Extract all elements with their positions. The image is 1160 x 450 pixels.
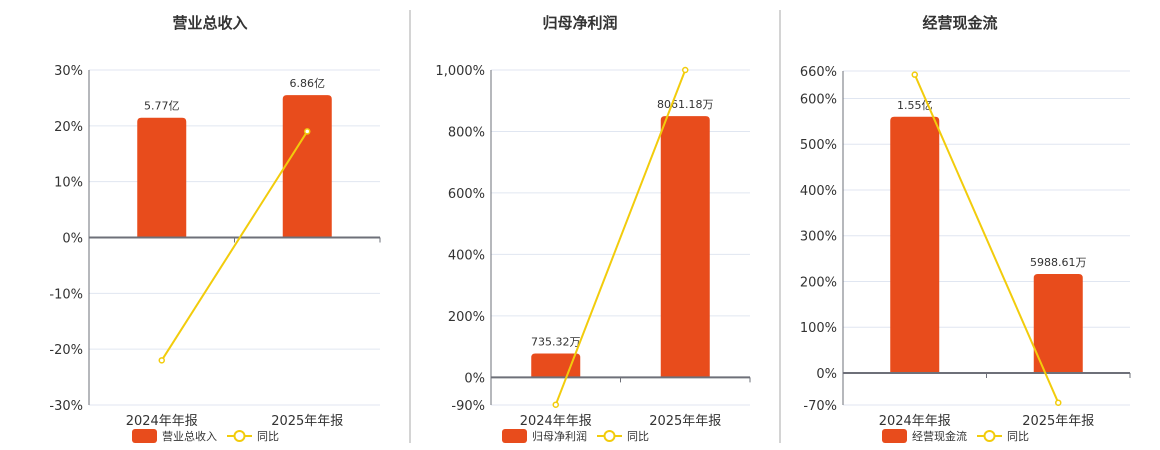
chart-title: 归母净利润 bbox=[542, 14, 617, 32]
chart-1: 营业总收入 30% 20% 10% 0% -10% -20% -30% 5.77亿 2024年年报… bbox=[49, 14, 381, 443]
y-tick-label: -30% bbox=[49, 399, 83, 414]
legend-line-marker bbox=[983, 430, 996, 442]
y-tick-label: 100% bbox=[800, 321, 837, 336]
bar-data-label: 5988.61万 bbox=[1030, 256, 1087, 269]
chart-title: 经营现金流 bbox=[922, 14, 997, 32]
yoy-line bbox=[913, 74, 1060, 404]
y-tick-label: 500% bbox=[800, 138, 837, 153]
bar bbox=[890, 116, 940, 373]
legend-line-marker bbox=[233, 430, 246, 442]
bar bbox=[1033, 273, 1083, 373]
legend-bar-label: 归母净利润 bbox=[532, 429, 587, 443]
yoy-line bbox=[160, 130, 309, 361]
legend-bar-label: 经营现金流 bbox=[912, 429, 967, 443]
bar-data-label: 6.86亿 bbox=[290, 77, 326, 90]
x-category-label: 2025年年报 bbox=[271, 414, 343, 429]
y-tick-label: -90% bbox=[451, 399, 485, 414]
y-tick-label: -10% bbox=[49, 287, 83, 302]
legend-line-label: 同比 bbox=[627, 430, 649, 443]
bar-data-label: 735.32万 bbox=[531, 336, 581, 349]
y-tick-label: 0% bbox=[464, 371, 485, 386]
legend-bar-label: 营业总收入 bbox=[162, 429, 217, 443]
bar bbox=[282, 95, 332, 238]
x-category-label: 2025年年报 bbox=[1022, 414, 1094, 429]
y-tick-label: -20% bbox=[49, 343, 83, 358]
y-tick-label: 800% bbox=[448, 125, 485, 140]
yoy-point bbox=[158, 357, 165, 364]
y-tick-label: 0% bbox=[816, 367, 837, 382]
y-tick-label: -70% bbox=[803, 399, 837, 414]
y-tick-label: 20% bbox=[54, 120, 83, 135]
x-category-label: 2024年年报 bbox=[520, 414, 592, 429]
bar-data-label: 5.77亿 bbox=[144, 100, 180, 113]
legend-line-label: 同比 bbox=[257, 430, 279, 443]
chart-3: 经营现金流 660% 600% 500% 400% 300% 200% 100% 0% -70% 1… bbox=[800, 14, 1131, 443]
y-tick-label: 10% bbox=[54, 176, 83, 191]
y-tick-label: 400% bbox=[448, 248, 485, 263]
yoy-point bbox=[304, 128, 311, 135]
yoy-line bbox=[554, 69, 687, 406]
legend-line-marker bbox=[603, 430, 616, 442]
y-tick-label: 200% bbox=[800, 275, 837, 290]
y-tick-label: 200% bbox=[448, 310, 485, 325]
yoy-point bbox=[552, 401, 559, 408]
yoy-point bbox=[911, 71, 918, 78]
y-tick-label: 1,000% bbox=[435, 64, 485, 79]
legend-bar-swatch bbox=[132, 429, 157, 443]
bar bbox=[137, 117, 187, 238]
bar bbox=[531, 353, 581, 378]
bar-data-label: 1.55亿 bbox=[897, 99, 933, 112]
x-category-label: 2024年年报 bbox=[126, 414, 198, 429]
chart-title: 营业总收入 bbox=[172, 14, 247, 32]
y-tick-label: 30% bbox=[54, 64, 83, 79]
legend-bar-swatch bbox=[502, 429, 527, 443]
yoy-point bbox=[682, 66, 689, 74]
y-tick-label: 400% bbox=[800, 184, 837, 199]
legend-bar-swatch bbox=[882, 429, 907, 443]
y-tick-label: 600% bbox=[448, 187, 485, 202]
y-tick-label: 300% bbox=[800, 230, 837, 245]
y-tick-label: 660% bbox=[800, 65, 837, 80]
x-category-label: 2025年年报 bbox=[649, 414, 721, 429]
legend-line-label: 同比 bbox=[1007, 430, 1029, 443]
yoy-point bbox=[1055, 399, 1062, 406]
chart-2: 归母净利润 1,000% 800% 600% 400% 200% 0% -90% 735.32万… bbox=[435, 14, 751, 443]
bar bbox=[660, 116, 710, 378]
y-tick-label: 0% bbox=[62, 232, 83, 247]
bar-data-label: 8061.18万 bbox=[657, 98, 714, 111]
x-category-label: 2024年年报 bbox=[879, 414, 951, 429]
y-tick-label: 600% bbox=[800, 92, 837, 107]
